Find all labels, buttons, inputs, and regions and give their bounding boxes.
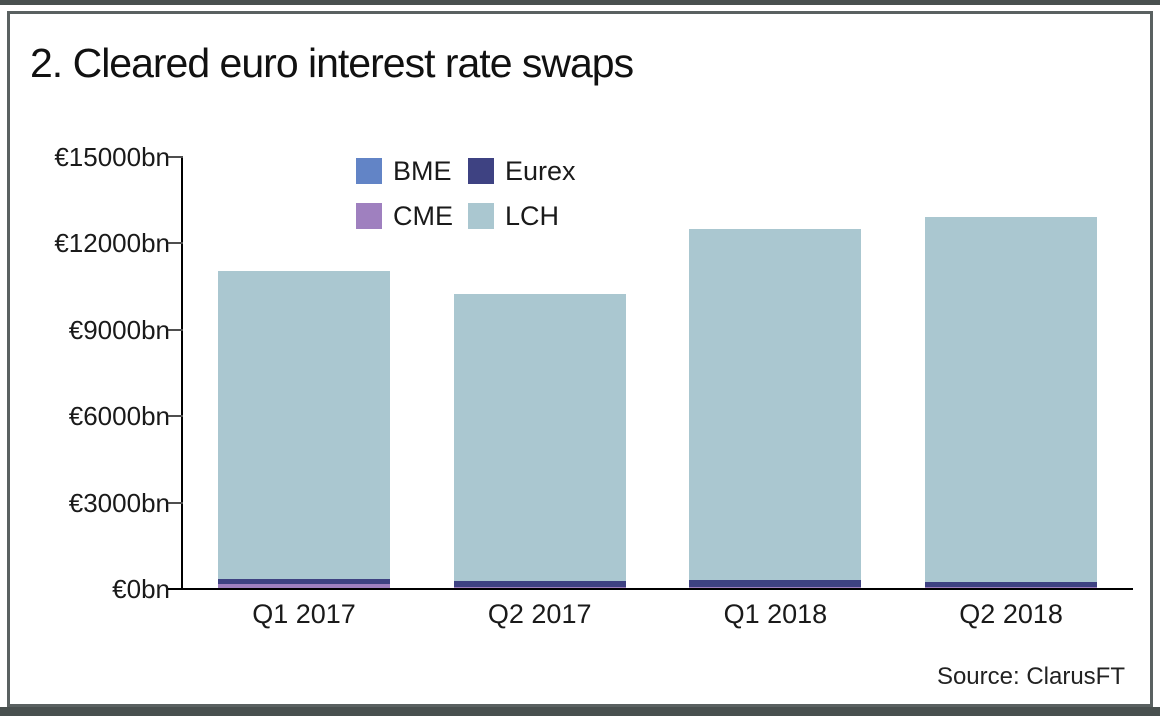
bar-q1-2017-eurex [218,578,390,584]
y-tick-label: €6000bn [68,401,170,432]
top-border-strip [0,0,1160,5]
bar-q1-2018-cme [689,586,862,589]
source-note: Source: ClarusFT [936,663,1125,690]
bottom-border-strip [0,707,1160,716]
y-tick-label: €12000bn [54,228,170,259]
legend-swatch-bme [356,158,382,184]
chart-title: 2. Cleared euro interest rate swaps [30,40,634,86]
bar-q1-2018-eurex [689,579,862,587]
y-tick-label: €0bn [112,574,170,604]
bar-q2-2017-cme [453,587,626,589]
y-tick-mark [168,415,183,418]
y-tick-mark [168,156,183,158]
x-tick-label: Q2 2017 [487,599,592,629]
x-tick-label: Q1 2018 [723,599,828,629]
legend-swatch-eurex [468,158,494,184]
y-axis-line [181,157,183,589]
x-tick-label: Q1 2017 [252,599,356,629]
bar-q2-2017-eurex [453,581,626,588]
bar-q2-2017-lch [453,293,626,582]
bar-q1-2017-lch [218,270,390,579]
legend-label-cme: CME [393,201,453,231]
legend-swatch-lch [468,203,494,229]
legend-swatch-cme [356,203,382,229]
x-axis-line [168,588,1133,590]
legend-label-bme: BME [393,156,452,186]
legend-label-lch: LCH [505,201,560,231]
x-tick-label: Q2 2018 [959,599,1063,629]
bar-q2-2018-cme [925,587,1098,589]
y-tick-mark [168,501,183,504]
y-tick-label: €15000bn [54,142,170,172]
y-tick-label: €3000bn [68,487,170,518]
bar-q1-2017-cme [218,583,390,589]
bar-q2-2018-eurex [925,582,1098,588]
bar-q1-2018-lch [689,229,862,580]
y-tick-label: €9000bn [68,314,170,345]
legend-label-eurex: Eurex [505,156,576,186]
bar-q2-2018-lch [925,217,1098,583]
y-tick-mark [168,328,183,331]
y-tick-mark [168,242,183,245]
